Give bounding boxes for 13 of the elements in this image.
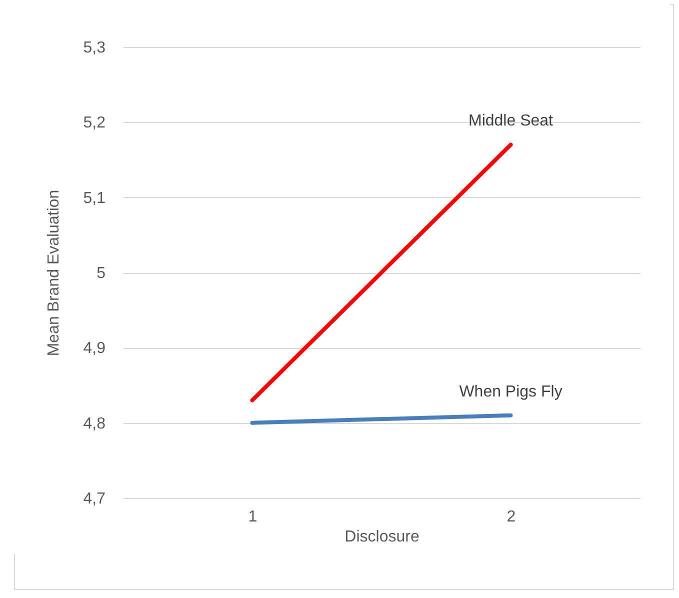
series-label: Middle Seat xyxy=(468,112,554,130)
series-label: When Pigs Fly xyxy=(459,383,562,400)
y-tick-label: 4,9 xyxy=(83,340,106,358)
y-axis-title: Mean Brand Evaluation xyxy=(45,190,62,356)
y-tick-label: 4,8 xyxy=(83,415,106,432)
y-tick-label: 5,2 xyxy=(83,114,106,132)
y-tick-label: 5 xyxy=(96,265,106,282)
y-tick-label: 5,1 xyxy=(83,190,106,207)
x-axis-title: Disclosure xyxy=(344,528,420,546)
y-tick-label: 5,3 xyxy=(83,40,106,56)
x-tick-label: 2 xyxy=(506,508,516,526)
x-tick-label: 1 xyxy=(248,508,258,526)
y-tick-label: 4,7 xyxy=(83,490,106,508)
